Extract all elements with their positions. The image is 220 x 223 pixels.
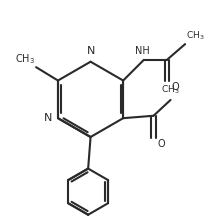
Text: O: O	[158, 139, 165, 149]
Text: CH$_3$: CH$_3$	[15, 52, 35, 66]
Text: N: N	[86, 46, 95, 56]
Text: CH$_3$: CH$_3$	[186, 30, 205, 42]
Text: CH$_3$: CH$_3$	[161, 84, 180, 96]
Text: O: O	[171, 82, 179, 92]
Text: N: N	[44, 113, 52, 123]
Text: NH: NH	[135, 45, 150, 56]
